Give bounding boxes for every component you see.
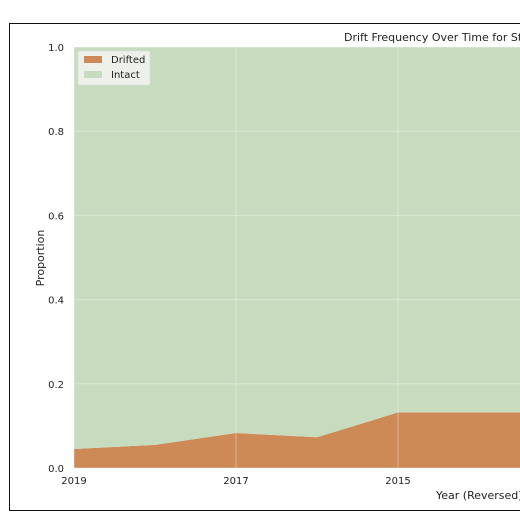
y-axis-label: Proportion xyxy=(34,230,47,287)
x-tick-label: 2017 xyxy=(223,476,248,487)
x-axis: 2019 2017 2015 xyxy=(61,476,410,487)
y-tick-label: 1.0 xyxy=(48,43,64,54)
x-axis-label: Year (Reversed) xyxy=(435,489,520,502)
y-tick-label: 0.2 xyxy=(48,380,64,391)
area-intact xyxy=(74,47,520,450)
legend-label-drifted: Drifted xyxy=(111,55,145,66)
area-drifted xyxy=(74,412,520,468)
legend-swatch-drifted xyxy=(84,56,102,63)
x-tick-label: 2015 xyxy=(385,476,410,487)
legend-label-intact: Intact xyxy=(111,70,140,81)
y-tick-label: 0.6 xyxy=(48,211,64,222)
legend: Drifted Intact xyxy=(77,50,151,86)
grid xyxy=(73,46,520,469)
x-tick-label: 2019 xyxy=(61,476,86,487)
y-tick-label: 0.0 xyxy=(48,464,64,475)
legend-swatch-intact xyxy=(84,71,102,78)
chart-title: Drift Frequency Over Time for Stat xyxy=(344,31,520,44)
area-series xyxy=(74,47,520,468)
y-tick-label: 0.8 xyxy=(48,127,64,138)
y-tick-label: 0.4 xyxy=(48,296,64,307)
y-axis: 0.0 0.2 0.4 0.6 0.8 1.0 xyxy=(48,43,64,475)
